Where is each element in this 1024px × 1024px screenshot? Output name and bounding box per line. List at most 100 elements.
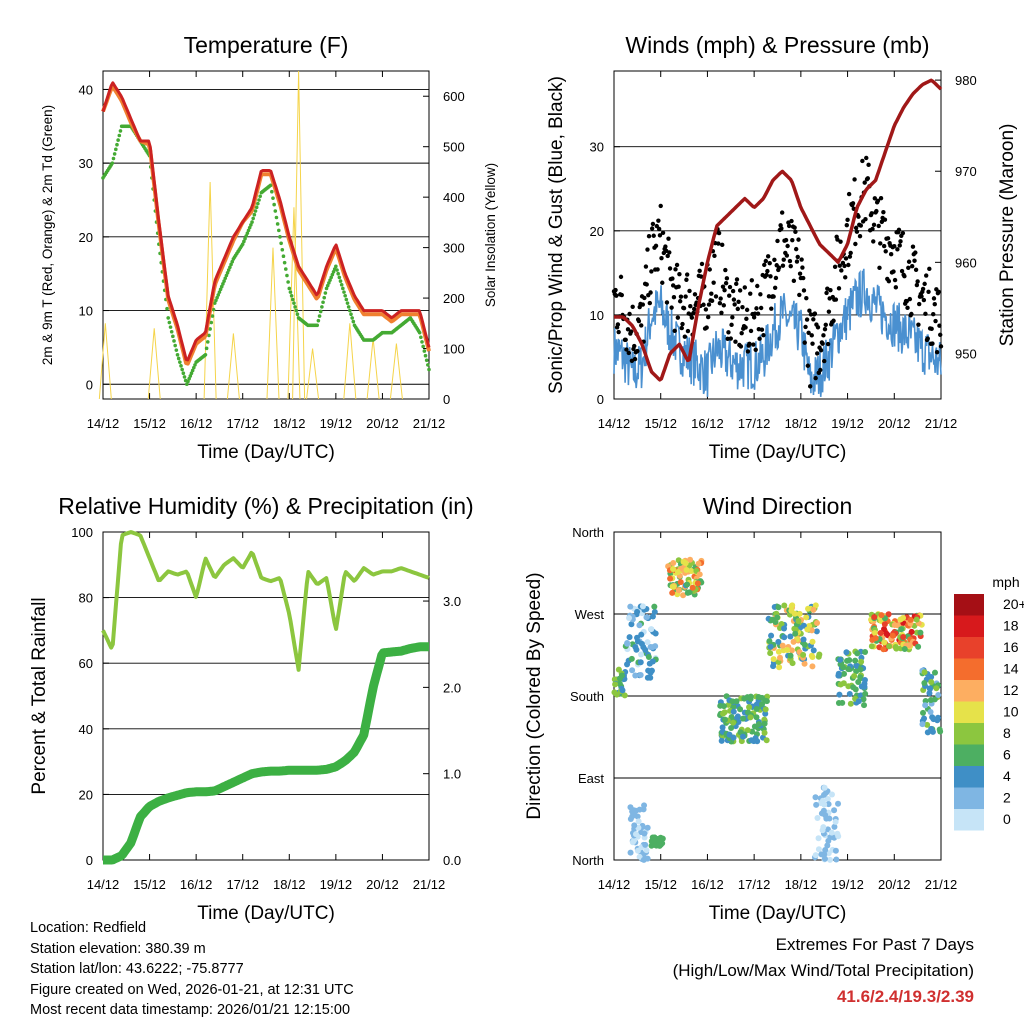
dewpoint-point xyxy=(225,270,230,275)
gust-point xyxy=(823,322,828,327)
gust-point xyxy=(724,276,730,281)
gust-point xyxy=(676,284,681,289)
gust-point xyxy=(730,315,735,320)
direction-point xyxy=(877,630,884,637)
direction-point xyxy=(835,800,842,807)
gust-point xyxy=(616,329,621,335)
direction-point xyxy=(878,612,885,619)
direction-point xyxy=(777,654,784,661)
gust-point xyxy=(691,310,696,316)
direction-point xyxy=(801,641,808,648)
direction-point xyxy=(851,673,858,680)
gust-point xyxy=(876,223,881,229)
temp-rtick-label: 300 xyxy=(443,241,465,256)
gust-point xyxy=(909,264,915,269)
gust-point xyxy=(759,327,765,332)
dewpoint-point xyxy=(209,320,214,325)
gust-point xyxy=(802,340,807,345)
direction-point xyxy=(824,795,831,802)
dewpoint-point xyxy=(329,275,334,280)
gust-point xyxy=(906,259,912,264)
temp-xtick-label: 15/12 xyxy=(133,416,166,431)
direction-point xyxy=(831,823,838,830)
direction-point xyxy=(858,683,865,690)
gust-point xyxy=(667,266,673,271)
gust-point xyxy=(843,256,849,261)
rh-xtick-label: 21/12 xyxy=(413,877,446,892)
direction-point xyxy=(850,684,857,691)
temp-title: Temperature (F) xyxy=(184,32,349,58)
direction-point xyxy=(843,649,850,656)
gust-point xyxy=(924,273,929,278)
gust-point xyxy=(856,214,861,219)
extremes-box: Extremes For Past 7 Days (High/Low/Max W… xyxy=(673,932,974,1010)
gust-point xyxy=(615,322,621,327)
station-info: Location: Redfield Station elevation: 38… xyxy=(30,918,354,1021)
direction-point xyxy=(795,618,802,625)
gust-point xyxy=(716,241,721,246)
direction-point xyxy=(881,639,888,646)
gust-point xyxy=(913,250,918,255)
gust-point xyxy=(803,324,808,330)
gust-point xyxy=(781,257,786,262)
direction-point xyxy=(656,836,663,843)
gust-point xyxy=(772,285,778,290)
wind-xlabel: Time (Day/UTC) xyxy=(709,442,847,463)
extremes-subtitle: (High/Low/Max Wind/Total Precipitation) xyxy=(672,961,974,980)
direction-point xyxy=(628,621,635,628)
direction-point xyxy=(880,646,887,653)
direction-point xyxy=(755,721,762,728)
legend-swatch xyxy=(954,658,984,680)
direction-point xyxy=(775,648,782,655)
direction-point xyxy=(730,708,737,715)
rh-rtick-label: 3.0 xyxy=(443,594,461,609)
gust-point xyxy=(658,203,663,209)
gust-point xyxy=(753,347,758,352)
direction-point xyxy=(815,846,822,853)
gust-point xyxy=(932,301,937,307)
gust-point xyxy=(845,217,850,223)
gust-point xyxy=(727,293,732,298)
gust-point xyxy=(847,254,853,259)
gust-point xyxy=(806,330,811,336)
gust-point xyxy=(649,269,654,274)
gust-point xyxy=(671,294,677,300)
dewpoint-point xyxy=(205,340,210,344)
gust-point xyxy=(765,268,770,274)
gust-point xyxy=(644,282,649,287)
direction-point xyxy=(643,847,650,854)
dewpoint-point xyxy=(274,215,279,220)
gust-point xyxy=(758,305,764,311)
gust-point xyxy=(755,283,760,289)
direction-point xyxy=(921,669,928,676)
temp-frame xyxy=(102,70,430,400)
dewpoint-point xyxy=(204,346,209,351)
direction-point xyxy=(670,566,677,573)
dewpoint-point xyxy=(251,216,255,221)
direction-point xyxy=(687,556,694,563)
direction-point xyxy=(631,822,638,829)
gust-point xyxy=(636,318,642,324)
direction-point xyxy=(833,856,840,863)
gust-point xyxy=(813,375,818,381)
gust-point xyxy=(797,271,803,276)
extremes-title: Extremes For Past 7 Days xyxy=(775,935,974,954)
gust-point xyxy=(793,229,798,235)
direction-point xyxy=(871,629,878,636)
direction-point xyxy=(787,652,794,659)
gust-point xyxy=(635,348,640,354)
direction-point xyxy=(840,664,847,671)
gust-point xyxy=(729,322,734,328)
gust-point xyxy=(892,277,898,283)
legend-label: 0 xyxy=(1003,811,1011,827)
legend-label: 18 xyxy=(1003,618,1019,634)
direction-point xyxy=(823,815,830,822)
legend-title: mph xyxy=(992,574,1019,590)
gust-point xyxy=(701,302,706,307)
dewpoint-point xyxy=(226,268,231,272)
direction-point xyxy=(781,602,788,609)
dewpoint-point xyxy=(254,205,259,210)
gust-point xyxy=(735,306,740,312)
dewpoint-point xyxy=(242,239,246,244)
gust-point xyxy=(757,336,762,341)
